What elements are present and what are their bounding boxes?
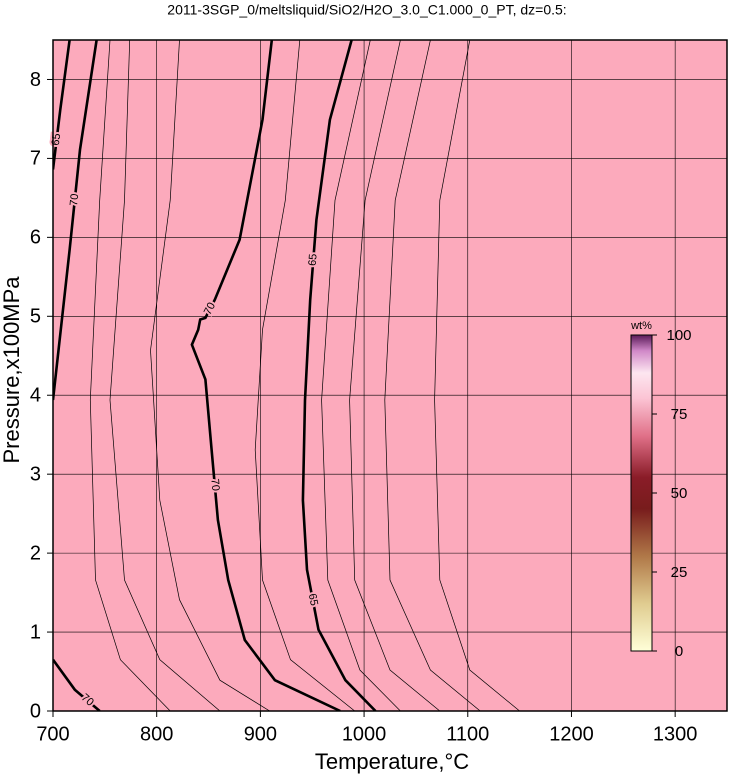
chart-title: 2011-3SGP_0/meltsliquid/SiO2/H2O_3.0_C1.…: [167, 2, 566, 18]
contour-line: [89, 40, 171, 711]
contour-line: [53, 658, 101, 711]
y-axis-label: Pressure,x100MPa: [0, 276, 24, 464]
x-tick-label: 1300: [653, 723, 698, 745]
plot-frame: [52, 39, 728, 712]
y-tick-label: 4: [30, 385, 41, 407]
x-axis-label: Temperature,°C: [315, 749, 469, 774]
x-tick-label: 1000: [342, 723, 387, 745]
y-tick-label: 8: [30, 69, 41, 91]
contour-line: [254, 40, 355, 711]
contours: [53, 40, 520, 711]
y-tick-label: 0: [30, 700, 41, 722]
y-tick-label: 1: [30, 621, 41, 643]
colorbar-tick-label: 0: [675, 643, 683, 660]
contour-line: [321, 40, 401, 711]
contour-line: [53, 40, 98, 401]
y-tick-label: 7: [30, 148, 41, 170]
contour-line: [301, 40, 377, 711]
contour-label: 65: [50, 133, 63, 147]
y-tick-label: 2: [30, 542, 41, 564]
contour-line: [434, 40, 520, 711]
contour-label: 70: [208, 478, 221, 491]
contour-line: [190, 40, 341, 711]
contour-label: 65: [307, 253, 320, 266]
y-tick-label: 6: [30, 227, 41, 249]
colorbar-tick-label: 50: [671, 485, 688, 502]
contour-line: [109, 40, 221, 711]
colorbar-label: wt%: [630, 320, 652, 332]
colorbar-tick-label: 75: [671, 406, 688, 423]
contour-line: [150, 40, 270, 711]
y-tick-label: 5: [30, 306, 41, 328]
colorbar: [630, 334, 653, 652]
plot-background: [53, 40, 727, 711]
y-tick-label: 3: [30, 463, 41, 485]
contour-label: 70: [68, 193, 81, 206]
x-tick-label: 700: [36, 723, 69, 745]
colorbar-tick-label: 100: [666, 327, 691, 344]
x-tick-label: 800: [140, 723, 173, 745]
contour-line: [384, 40, 481, 711]
x-tick-label: 900: [244, 723, 277, 745]
contour-line: [349, 40, 441, 711]
x-tick-label: 1100: [446, 723, 489, 745]
x-tick-label: 1200: [549, 723, 594, 745]
contour-line: [53, 40, 71, 170]
contour-label: 65: [306, 593, 320, 607]
colorbar-tick-label: 25: [671, 564, 688, 581]
